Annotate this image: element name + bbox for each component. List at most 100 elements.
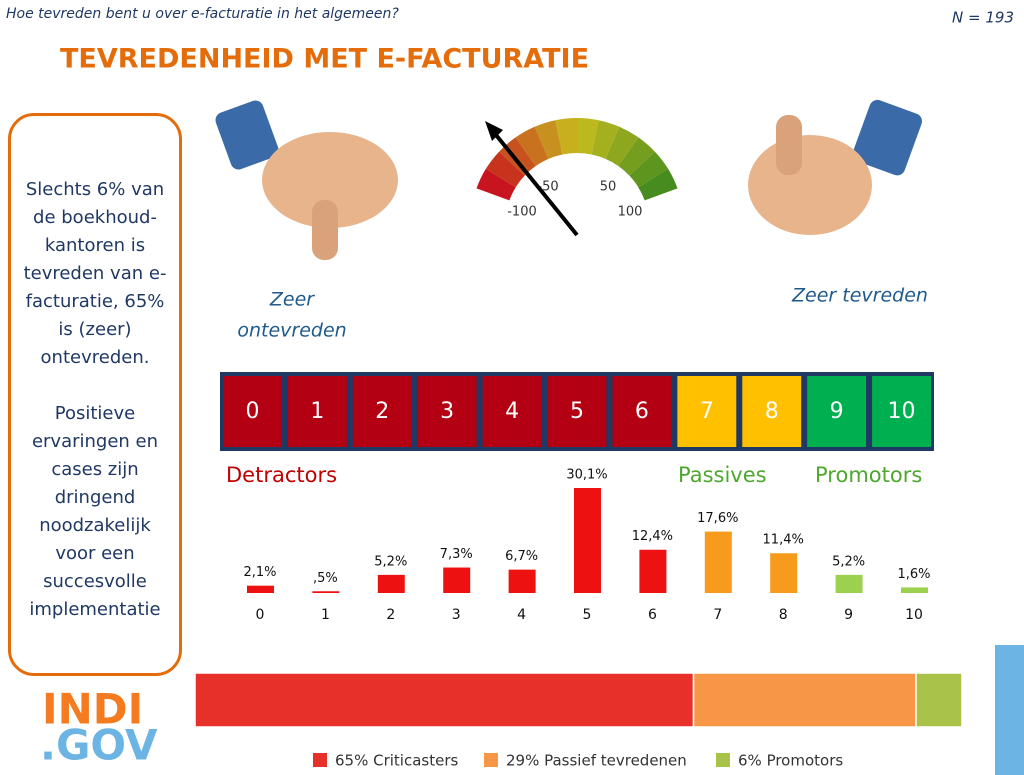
x-tick-label: 3 <box>452 607 461 623</box>
scale-left-label: ontevreden <box>237 320 346 342</box>
sidebar-text: Slechts 6% van de boekhoud-kantoren is t… <box>23 179 167 368</box>
gauge-segment <box>555 118 577 155</box>
bar-value-label: 1,6% <box>897 567 930 582</box>
group-label: Promotors <box>815 463 922 487</box>
sidebar-text: Positieve ervaringen en cases zijn dring… <box>29 403 161 620</box>
bar-value-label: 30,1% <box>566 468 607 483</box>
gauge-label: 50 <box>600 180 617 195</box>
bar-value-label: ,5% <box>313 571 338 586</box>
x-tick-label: 4 <box>517 607 526 623</box>
gauge-segment <box>618 137 655 176</box>
legend-label: 65% Criticasters <box>335 752 458 770</box>
gauge-label: 0 <box>573 170 581 185</box>
legend-label: 29% Passief tevredenen <box>506 752 687 770</box>
gauge-label: -100 <box>507 205 537 220</box>
thumbs-down-icon <box>215 100 398 260</box>
question: Hoe tevreden bent u over e-facturatie in… <box>6 6 399 22</box>
bar <box>835 574 863 593</box>
bar-value-label: 17,6% <box>697 511 738 526</box>
legend-label: 6% Promotors <box>738 752 843 770</box>
scale-cell-label: 5 <box>570 399 584 424</box>
bar-value-label: 11,4% <box>763 533 804 548</box>
bar-value-label: 5,2% <box>374 554 407 569</box>
bar <box>247 585 274 593</box>
scale-cell <box>612 376 672 447</box>
gauge-segment <box>605 126 639 166</box>
scale-cell <box>547 376 607 447</box>
thumbs-up-icon <box>748 99 923 235</box>
scale-cell-label: 1 <box>310 399 324 424</box>
gauge-needle <box>490 128 579 237</box>
x-tick-label: 8 <box>779 607 788 623</box>
scale-cell <box>677 376 737 447</box>
bar <box>639 549 667 593</box>
x-tick-label: 10 <box>905 607 923 623</box>
x-tick-label: 5 <box>583 607 592 623</box>
legend-swatch <box>716 753 730 767</box>
scale-right-label: Zeer tevreden <box>791 285 928 307</box>
bar-value-label: 2,1% <box>243 565 276 580</box>
scale-cell-label: 10 <box>888 399 916 424</box>
scale-cell <box>742 376 802 447</box>
sample-size: N = 193 <box>952 9 1014 27</box>
bar <box>443 567 471 593</box>
gauge-label: 100 <box>618 205 643 220</box>
x-tick-label: 9 <box>844 607 853 623</box>
scale-cell <box>223 376 282 447</box>
sidebar: Slechts 6% van de boekhoud-kantoren is t… <box>8 113 182 676</box>
scale-cell-label: 6 <box>635 399 649 424</box>
stacked-segment <box>194 672 695 728</box>
scale-cell <box>872 376 931 447</box>
bar <box>312 591 340 593</box>
decor-bar <box>995 645 1024 775</box>
logo: .GOV <box>40 721 158 770</box>
bar <box>377 574 405 593</box>
gauge-segment <box>476 168 516 201</box>
gauge-segment <box>591 120 620 159</box>
logo: INDI <box>42 685 143 734</box>
bar-value-label: 12,4% <box>632 529 673 544</box>
bar <box>901 587 928 593</box>
gauge-segment <box>515 126 549 166</box>
x-tick-label: 6 <box>648 607 657 623</box>
scale-cell <box>352 376 412 447</box>
bar <box>508 569 536 593</box>
gauge-needle-head <box>485 121 503 141</box>
scale-cell-label: 9 <box>830 399 844 424</box>
scale-cell <box>287 376 347 447</box>
x-tick-label: 1 <box>321 607 330 623</box>
x-tick-label: 0 <box>256 607 265 623</box>
scale-left-label: Zeer <box>269 289 315 311</box>
bar-value-label: 6,7% <box>505 549 538 564</box>
scale-cell-label: 4 <box>505 399 519 424</box>
scale-cell-label: 0 <box>245 399 259 424</box>
scale-cell-label: 8 <box>765 399 779 424</box>
stacked-segment <box>692 672 917 728</box>
gauge-segment <box>485 151 525 188</box>
gauge-segment <box>638 168 678 201</box>
title: TEVREDENHEID MET E-FACTURATIE <box>60 44 589 75</box>
scale-cell <box>807 376 867 447</box>
gauge-segment <box>499 137 536 176</box>
bar-value-label: 5,2% <box>832 554 865 569</box>
gauge-segment <box>534 120 563 159</box>
group-label: Detractors <box>226 463 337 487</box>
stacked-segment <box>915 672 963 728</box>
scale-cell-label: 7 <box>700 399 714 424</box>
x-tick-label: 2 <box>386 607 395 623</box>
bar <box>704 531 732 593</box>
gauge-segment <box>577 118 599 155</box>
x-tick-label: 7 <box>713 607 722 623</box>
scale-cell <box>482 376 542 447</box>
legend-swatch <box>484 753 498 767</box>
legend-swatch <box>313 753 327 767</box>
scale-cell-label: 2 <box>375 399 389 424</box>
bar <box>574 488 601 593</box>
bar-value-label: 7,3% <box>440 547 473 562</box>
scale-cell-label: 3 <box>440 399 454 424</box>
bar <box>770 553 798 593</box>
group-label: Passives <box>678 463 767 487</box>
